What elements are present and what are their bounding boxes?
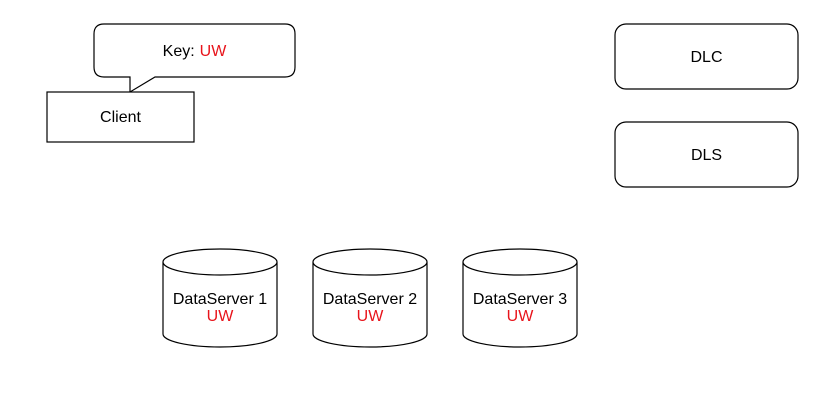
dataserver-2-cylinder: [312, 262, 428, 348]
dlc-label: DLC: [690, 49, 722, 66]
dataserver-3-label: DataServer 3: [473, 291, 567, 308]
dataserver-1-cylinder-top: [162, 248, 278, 276]
client-node: Client: [46, 91, 195, 143]
dls-label: DLS: [691, 147, 722, 164]
dlc-node: DLC: [614, 23, 799, 90]
client-box: [46, 91, 195, 143]
key-callout: Key: UW: [93, 23, 296, 94]
dataserver-3-cylinder: [462, 262, 578, 348]
dataserver-3-cylinder-top: [462, 248, 578, 276]
key-callout-value: UW: [200, 43, 228, 60]
dataserver-1-label: DataServer 1: [173, 291, 267, 308]
dataserver-3-key: UW: [507, 308, 535, 325]
dataserver-1-cylinder: [162, 262, 278, 348]
dataserver-3-node: DataServer 3 UW: [462, 248, 578, 348]
dataserver-2-key: UW: [357, 308, 385, 325]
dlc-box: [614, 23, 799, 90]
dataserver-2-label: DataServer 2: [323, 291, 417, 308]
key-callout-label: Key:: [163, 43, 195, 60]
dataserver-2-cylinder-top: [312, 248, 428, 276]
dataserver-2-node: DataServer 2 UW: [312, 248, 428, 348]
client-label: Client: [100, 109, 141, 126]
dataserver-1-node: DataServer 1 UW: [162, 248, 278, 348]
key-callout-text: Key: UW: [163, 43, 228, 60]
dataserver-1-key: UW: [207, 308, 235, 325]
dls-node: DLS: [614, 121, 799, 188]
dls-box: [614, 121, 799, 188]
